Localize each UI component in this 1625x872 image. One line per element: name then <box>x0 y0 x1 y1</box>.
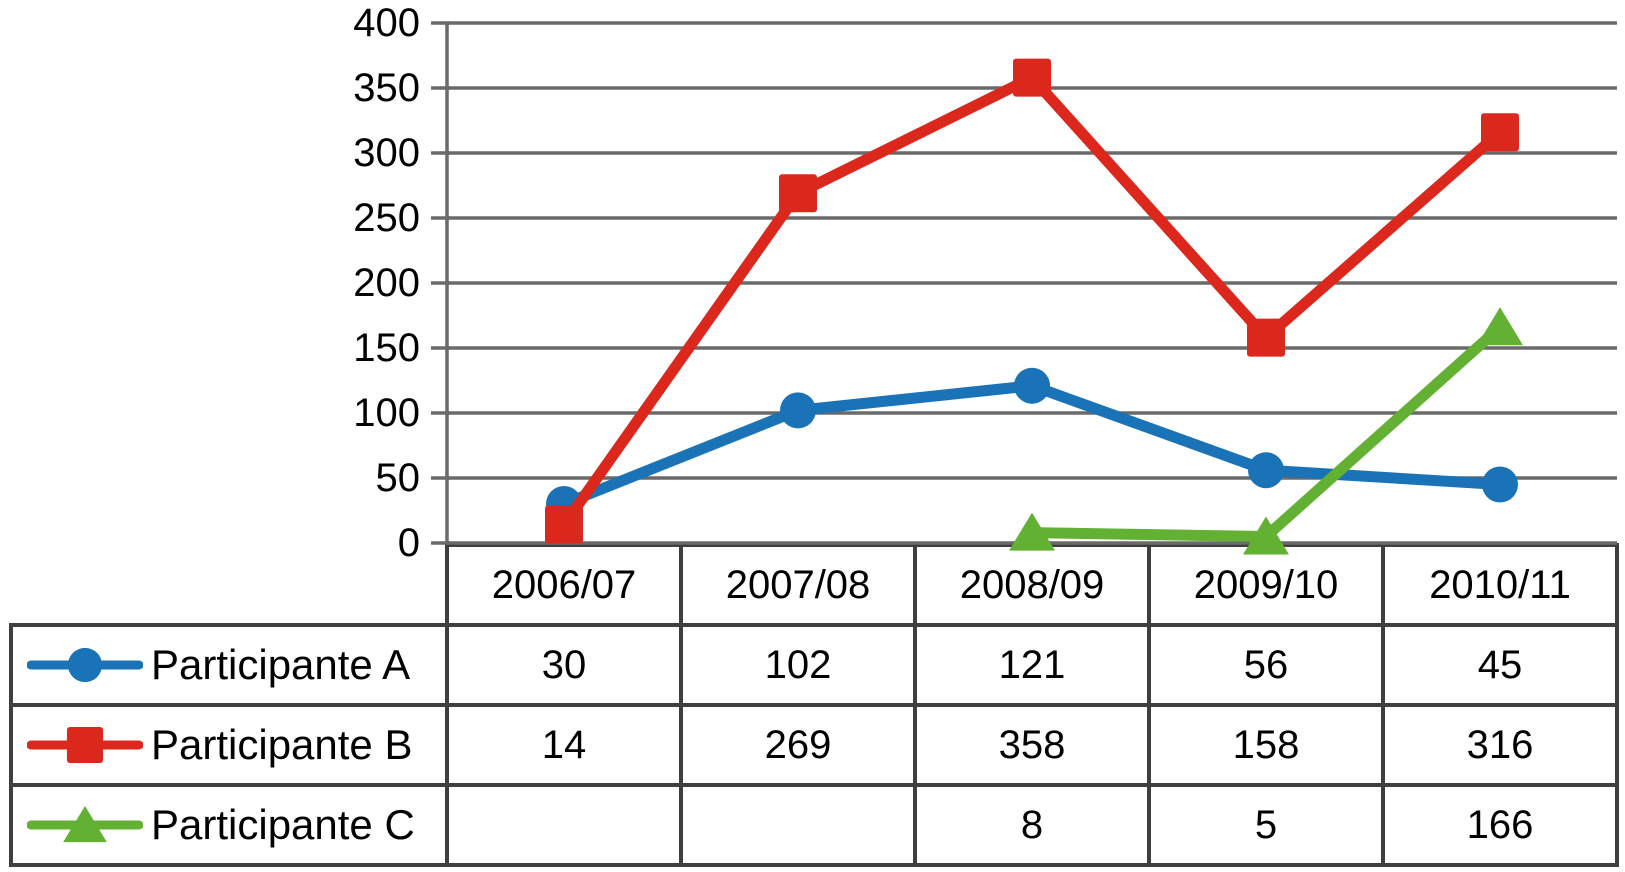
y-axis-tick-label: 0 <box>397 521 420 565</box>
table-row: Participante B 14 269 358 158 316 <box>9 703 1619 787</box>
circle-legend-key-icon <box>27 647 143 683</box>
value-cell: 158 <box>1147 703 1385 787</box>
triangle-marker-icon <box>63 806 107 843</box>
series-name-label: Participante B <box>151 721 413 768</box>
table-header: 2006/07 2007/08 2008/09 2009/10 2010/11 <box>11 543 1619 627</box>
y-axis-tick-label: 400 <box>353 1 420 45</box>
y-axis-tick-label: 150 <box>353 326 420 370</box>
series-participante-a <box>546 367 1518 522</box>
value-cell: 45 <box>1381 623 1619 707</box>
circle-marker-icon <box>1482 466 1518 503</box>
circle-marker-icon <box>1014 367 1050 404</box>
series-participante-c <box>1009 307 1523 555</box>
value-cell: 30 <box>445 623 683 707</box>
circle-marker-icon <box>546 486 582 522</box>
value-cell: 166 <box>1381 783 1619 867</box>
category-header-cell: 2010/11 <box>1381 543 1619 627</box>
table-corner-spacer <box>11 545 447 625</box>
value-cell: 121 <box>913 623 1151 707</box>
y-axis-tick-label: 350 <box>353 66 420 110</box>
triangle-legend-key-icon <box>27 806 143 843</box>
table-body: Participante A 30 102 121 56 45 Participante B… <box>9 623 1619 867</box>
series-line <box>558 380 1506 510</box>
value-cell: 14 <box>445 703 683 787</box>
circle-marker-icon <box>780 392 816 429</box>
value-cell: 316 <box>1381 703 1619 787</box>
square-marker-icon <box>1013 58 1051 97</box>
legend-cell: Participante B <box>9 703 449 787</box>
legend-cell: Participante A <box>9 623 449 707</box>
square-marker-icon <box>779 174 817 213</box>
circle-marker-icon <box>1248 452 1284 489</box>
square-marker-icon <box>66 726 104 764</box>
y-axis-tick-label: 300 <box>353 131 420 175</box>
legend-cell: Participante C <box>9 783 449 867</box>
series-name-label: Participante A <box>151 641 411 688</box>
table-row: Participante A 30 102 121 56 45 <box>9 623 1619 707</box>
square-marker-icon <box>1481 113 1519 152</box>
category-header-cell: 2006/07 <box>445 543 683 627</box>
circle-marker-icon <box>67 647 103 683</box>
y-axis-tick-label: 200 <box>353 261 420 305</box>
value-cell: 56 <box>1147 623 1385 707</box>
series-line <box>558 72 1506 531</box>
category-header-cell: 2007/08 <box>679 543 917 627</box>
category-header-cell: 2009/10 <box>1147 543 1385 627</box>
series-line <box>1026 321 1506 542</box>
value-cell: 358 <box>913 703 1151 787</box>
category-header-cell: 2008/09 <box>913 543 1151 627</box>
square-legend-key-icon <box>27 726 143 764</box>
value-cell: 102 <box>679 623 917 707</box>
value-cell <box>445 783 683 867</box>
value-cell: 8 <box>913 783 1151 867</box>
table-row: Participante C 8 5 166 <box>9 783 1619 867</box>
y-axis-tick-label: 50 <box>375 456 421 500</box>
series-participante-b <box>545 58 1519 544</box>
value-cell <box>679 783 917 867</box>
square-marker-icon <box>545 505 583 544</box>
square-marker-icon <box>1247 318 1285 357</box>
y-axis-tick-label: 250 <box>353 196 420 240</box>
y-axis-tick-label: 100 <box>353 391 420 435</box>
value-cell: 269 <box>679 703 917 787</box>
value-cell: 5 <box>1147 783 1385 867</box>
series-name-label: Participante C <box>151 801 415 848</box>
category-header-row: 2006/07 2007/08 2008/09 2009/10 2010/11 <box>11 543 1619 627</box>
data-table: 2006/07 2007/08 2008/09 2009/10 2010/11 Part… <box>9 543 1619 867</box>
triangle-marker-icon <box>1477 307 1523 346</box>
